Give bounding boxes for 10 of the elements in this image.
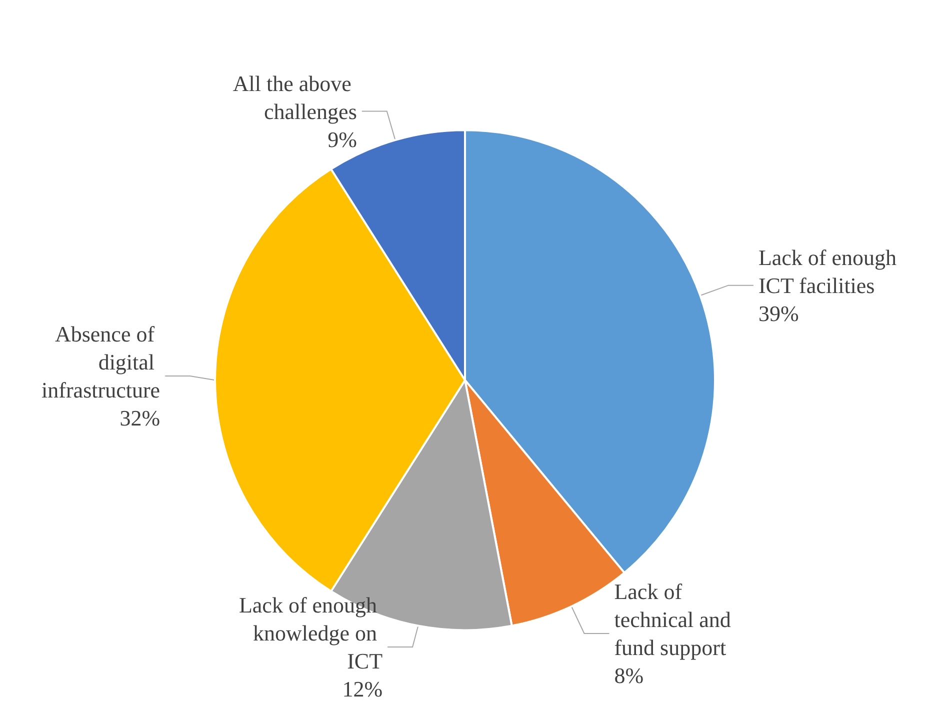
data-label: 39% xyxy=(758,300,799,326)
data-label: 8% xyxy=(614,663,644,688)
data-label: 9% xyxy=(328,126,357,152)
slice-label: All the above challenges xyxy=(232,70,357,124)
slice-label: Lack of technical and fund support xyxy=(614,579,736,660)
slice-label: Lack of enough knowledge on ICT xyxy=(238,592,384,674)
slice-label: Lack of enough ICT facilities xyxy=(758,244,902,298)
data-label: 32% xyxy=(120,405,160,430)
data-label: 12% xyxy=(342,676,383,702)
slice-label: Absence of digital infrastructure xyxy=(42,321,160,402)
